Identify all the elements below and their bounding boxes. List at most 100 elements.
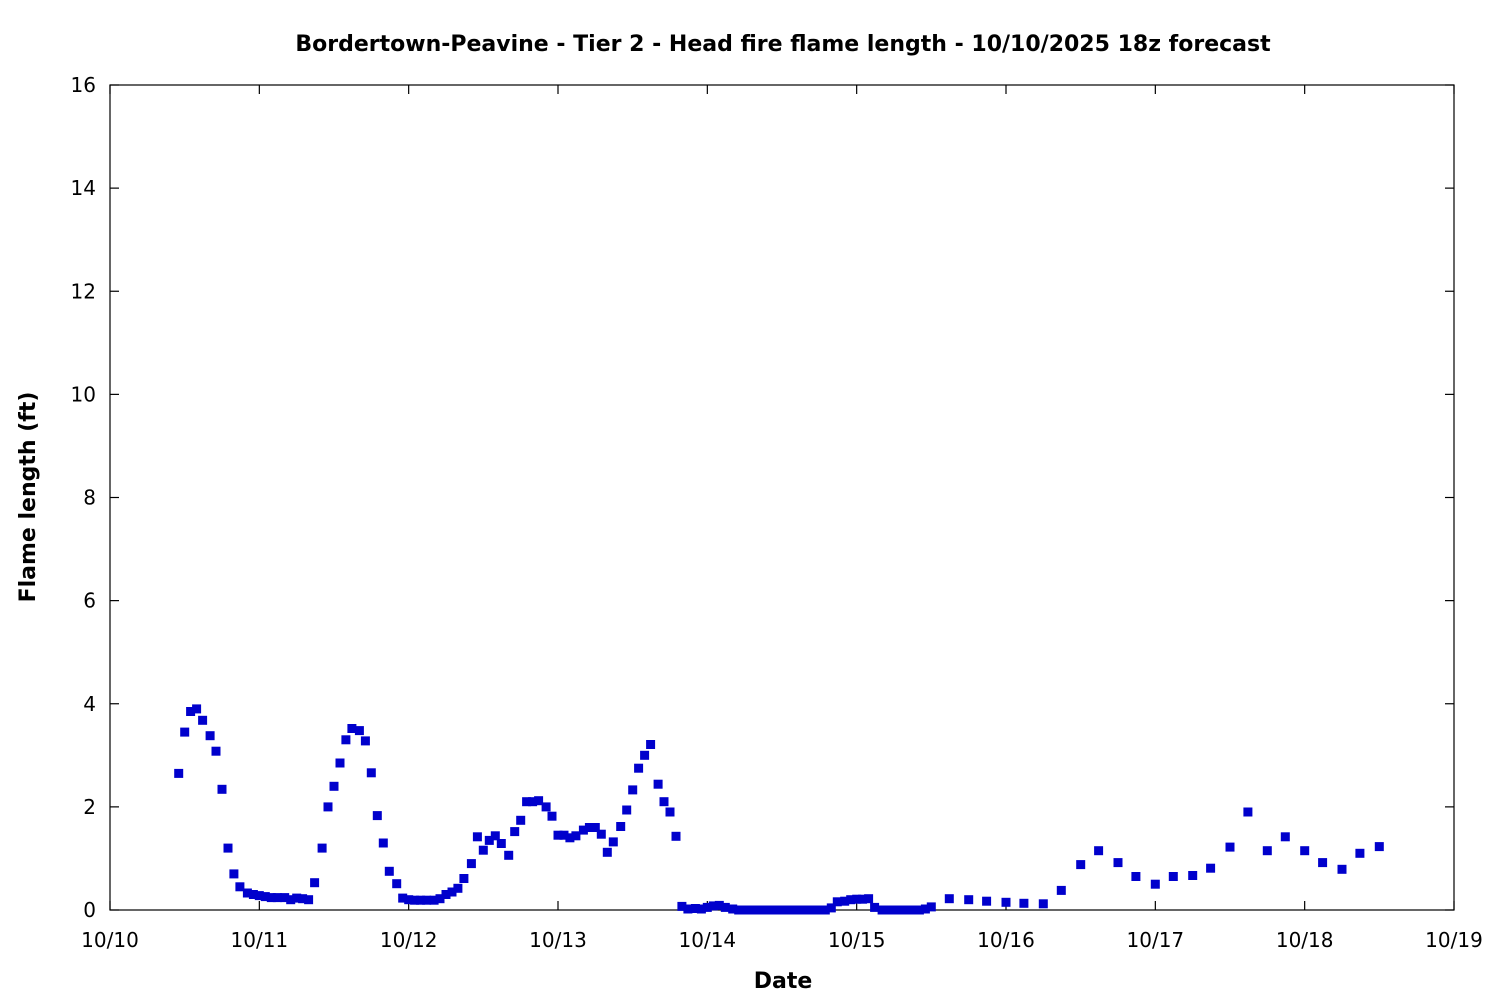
data-point: [1225, 842, 1235, 852]
data-point: [708, 901, 718, 911]
data-point: [211, 746, 221, 756]
data-point: [510, 827, 520, 837]
data-point: [1168, 872, 1178, 881]
data-point: [1318, 858, 1328, 868]
data-point: [242, 888, 252, 898]
data-point: [596, 829, 606, 839]
data-point: [907, 905, 917, 915]
data-point: [1001, 897, 1011, 907]
data-point: [317, 843, 327, 853]
data-point: [223, 843, 233, 853]
x-tick-label: 10/16: [977, 928, 1035, 952]
data-point: [1131, 872, 1141, 881]
data-point: [944, 894, 954, 904]
data-point: [628, 785, 638, 795]
x-tick-label: 10/14: [679, 928, 737, 952]
data-point: [378, 838, 388, 848]
data-point: [640, 750, 650, 760]
y-tick-label: 8: [83, 486, 96, 510]
data-point: [758, 905, 768, 915]
x-tick-label: 10/18: [1276, 928, 1334, 952]
data-point: [441, 890, 451, 899]
data-point: [846, 895, 856, 905]
x-tick-label: 10/19: [1425, 928, 1483, 952]
data-point: [347, 724, 357, 733]
data-point: [1337, 864, 1347, 874]
data-point: [852, 894, 862, 904]
data-point: [578, 825, 588, 835]
y-tick-label: 4: [83, 692, 96, 716]
y-tick-label: 2: [83, 795, 96, 819]
data-point: [752, 905, 762, 915]
data-point: [186, 707, 196, 716]
y-axis-label: Flame length (ft): [16, 392, 41, 603]
data-point: [914, 905, 924, 915]
data-point: [205, 731, 215, 741]
data-point: [696, 904, 706, 914]
data-point: [1355, 848, 1365, 858]
data-point: [547, 811, 557, 821]
data-point: [584, 823, 594, 832]
data-point: [740, 905, 750, 915]
data-point: [665, 807, 675, 817]
data-point: [416, 895, 426, 905]
y-tick-label: 6: [83, 589, 96, 613]
data-point: [777, 905, 787, 915]
data-point: [646, 740, 656, 749]
data-point: [746, 905, 756, 915]
data-point: [1113, 858, 1123, 868]
data-point: [435, 894, 445, 904]
data-point: [217, 784, 227, 794]
data-point: [877, 905, 887, 915]
data-point: [490, 831, 500, 841]
data-point: [310, 878, 320, 888]
x-tick-label: 10/15: [828, 928, 886, 952]
data-point: [192, 704, 202, 714]
data-point: [964, 895, 974, 905]
data-point: [1188, 871, 1198, 880]
x-tick-label: 10/11: [231, 928, 289, 952]
plot-frame: [109, 84, 1455, 911]
data-point: [840, 896, 850, 906]
data-point: [235, 882, 245, 892]
y-tick-label: 0: [83, 898, 96, 922]
data-point: [901, 905, 911, 915]
data-point: [198, 715, 208, 725]
data-point: [659, 797, 669, 807]
data-point: [714, 900, 724, 910]
data-point: [466, 859, 476, 869]
data-point: [541, 802, 551, 812]
data-point: [522, 797, 532, 807]
data-point: [410, 895, 420, 905]
data-point: [608, 837, 618, 847]
data-point: [260, 892, 270, 902]
data-point: [1076, 860, 1086, 870]
data-point: [174, 768, 184, 778]
data-point: [671, 831, 681, 841]
data-point: [920, 904, 930, 914]
data-point: [926, 902, 936, 912]
data-point: [1094, 846, 1104, 856]
data-point: [864, 894, 874, 904]
y-tick-label: 12: [71, 279, 96, 303]
data-point: [528, 797, 538, 807]
data-point: [728, 904, 738, 914]
data-point: [683, 904, 693, 914]
data-point: [571, 831, 581, 841]
data-series: [174, 704, 1384, 915]
data-point: [808, 905, 818, 915]
data-point: [372, 811, 382, 821]
data-point: [248, 890, 258, 899]
data-point: [1374, 842, 1384, 852]
data-point: [653, 779, 663, 789]
data-point: [459, 874, 469, 883]
data-point: [616, 822, 626, 831]
data-point: [1150, 879, 1160, 889]
data-point: [478, 845, 488, 855]
data-point: [734, 905, 744, 915]
y-tick-label: 16: [71, 73, 96, 97]
data-point: [366, 768, 376, 778]
x-tick-label: 10/10: [81, 928, 139, 952]
data-point: [392, 879, 402, 889]
